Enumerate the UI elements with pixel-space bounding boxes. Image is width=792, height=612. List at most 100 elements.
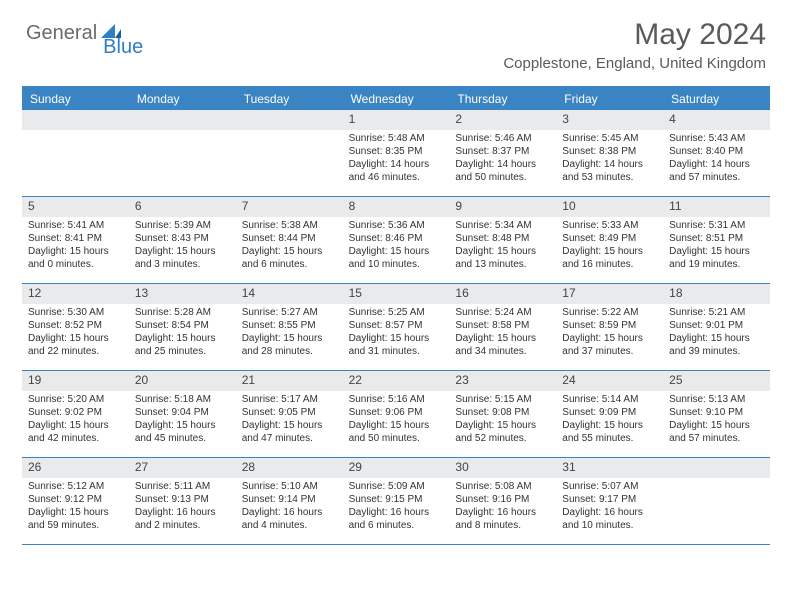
day-details: Sunrise: 5:28 AMSunset: 8:54 PMDaylight:…: [133, 306, 232, 358]
day-number: 15: [343, 284, 450, 304]
weeks-container: 1Sunrise: 5:48 AMSunset: 8:35 PMDaylight…: [22, 110, 770, 545]
day-details: Sunrise: 5:24 AMSunset: 8:58 PMDaylight:…: [453, 306, 552, 358]
day-number: 24: [556, 371, 663, 391]
day-cell: [663, 458, 770, 544]
location-text: Copplestone, England, United Kingdom: [503, 55, 766, 72]
day-details: Sunrise: 5:14 AMSunset: 9:09 PMDaylight:…: [560, 393, 659, 445]
day-cell: 8Sunrise: 5:36 AMSunset: 8:46 PMDaylight…: [343, 197, 450, 283]
day-cell: 9Sunrise: 5:34 AMSunset: 8:48 PMDaylight…: [449, 197, 556, 283]
brand-logo: General Blue: [26, 18, 143, 45]
day-number: 11: [663, 197, 770, 217]
day-cell: 19Sunrise: 5:20 AMSunset: 9:02 PMDayligh…: [22, 371, 129, 457]
day-details: Sunrise: 5:31 AMSunset: 8:51 PMDaylight:…: [667, 219, 766, 271]
day-number-empty: [236, 110, 343, 130]
day-number: 30: [449, 458, 556, 478]
day-details: Sunrise: 5:41 AMSunset: 8:41 PMDaylight:…: [26, 219, 125, 271]
brand-text-gray: General: [26, 22, 97, 45]
day-details: Sunrise: 5:48 AMSunset: 8:35 PMDaylight:…: [347, 132, 446, 184]
day-cell: 12Sunrise: 5:30 AMSunset: 8:52 PMDayligh…: [22, 284, 129, 370]
day-cell: 18Sunrise: 5:21 AMSunset: 9:01 PMDayligh…: [663, 284, 770, 370]
day-number: 28: [236, 458, 343, 478]
day-number: 4: [663, 110, 770, 130]
day-number: 12: [22, 284, 129, 304]
day-cell: 2Sunrise: 5:46 AMSunset: 8:37 PMDaylight…: [449, 110, 556, 196]
day-cell: 3Sunrise: 5:45 AMSunset: 8:38 PMDaylight…: [556, 110, 663, 196]
day-number: 21: [236, 371, 343, 391]
day-number: 10: [556, 197, 663, 217]
day-details: Sunrise: 5:18 AMSunset: 9:04 PMDaylight:…: [133, 393, 232, 445]
day-number: 6: [129, 197, 236, 217]
day-cell: 1Sunrise: 5:48 AMSunset: 8:35 PMDaylight…: [343, 110, 450, 196]
day-number: 1: [343, 110, 450, 130]
day-cell: 6Sunrise: 5:39 AMSunset: 8:43 PMDaylight…: [129, 197, 236, 283]
dow-cell: Friday: [556, 88, 663, 110]
day-details: Sunrise: 5:08 AMSunset: 9:16 PMDaylight:…: [453, 480, 552, 532]
day-details: Sunrise: 5:36 AMSunset: 8:46 PMDaylight:…: [347, 219, 446, 271]
day-details: Sunrise: 5:43 AMSunset: 8:40 PMDaylight:…: [667, 132, 766, 184]
dow-cell: Thursday: [449, 88, 556, 110]
day-number: 2: [449, 110, 556, 130]
month-title: May 2024: [503, 18, 766, 51]
day-cell: 27Sunrise: 5:11 AMSunset: 9:13 PMDayligh…: [129, 458, 236, 544]
day-number: 13: [129, 284, 236, 304]
week-row: 12Sunrise: 5:30 AMSunset: 8:52 PMDayligh…: [22, 284, 770, 371]
brand-text-blue: Blue: [103, 36, 143, 59]
day-details: Sunrise: 5:39 AMSunset: 8:43 PMDaylight:…: [133, 219, 232, 271]
title-block: May 2024 Copplestone, England, United Ki…: [503, 18, 766, 72]
day-cell: 30Sunrise: 5:08 AMSunset: 9:16 PMDayligh…: [449, 458, 556, 544]
day-number: 20: [129, 371, 236, 391]
day-number: 7: [236, 197, 343, 217]
day-number: 3: [556, 110, 663, 130]
day-cell: 10Sunrise: 5:33 AMSunset: 8:49 PMDayligh…: [556, 197, 663, 283]
day-cell: 11Sunrise: 5:31 AMSunset: 8:51 PMDayligh…: [663, 197, 770, 283]
dow-cell: Wednesday: [343, 88, 450, 110]
day-details: Sunrise: 5:21 AMSunset: 9:01 PMDaylight:…: [667, 306, 766, 358]
day-number: 23: [449, 371, 556, 391]
day-cell: 22Sunrise: 5:16 AMSunset: 9:06 PMDayligh…: [343, 371, 450, 457]
day-details: Sunrise: 5:45 AMSunset: 8:38 PMDaylight:…: [560, 132, 659, 184]
dow-cell: Monday: [129, 88, 236, 110]
day-number: 9: [449, 197, 556, 217]
day-details: Sunrise: 5:12 AMSunset: 9:12 PMDaylight:…: [26, 480, 125, 532]
day-cell: 7Sunrise: 5:38 AMSunset: 8:44 PMDaylight…: [236, 197, 343, 283]
day-cell: 5Sunrise: 5:41 AMSunset: 8:41 PMDaylight…: [22, 197, 129, 283]
day-details: Sunrise: 5:17 AMSunset: 9:05 PMDaylight:…: [240, 393, 339, 445]
dow-cell: Tuesday: [236, 88, 343, 110]
day-cell: 4Sunrise: 5:43 AMSunset: 8:40 PMDaylight…: [663, 110, 770, 196]
day-details: Sunrise: 5:30 AMSunset: 8:52 PMDaylight:…: [26, 306, 125, 358]
day-details: Sunrise: 5:20 AMSunset: 9:02 PMDaylight:…: [26, 393, 125, 445]
dow-cell: Sunday: [22, 88, 129, 110]
day-number: 14: [236, 284, 343, 304]
day-cell: 23Sunrise: 5:15 AMSunset: 9:08 PMDayligh…: [449, 371, 556, 457]
day-cell: 17Sunrise: 5:22 AMSunset: 8:59 PMDayligh…: [556, 284, 663, 370]
day-details: Sunrise: 5:16 AMSunset: 9:06 PMDaylight:…: [347, 393, 446, 445]
day-cell: 21Sunrise: 5:17 AMSunset: 9:05 PMDayligh…: [236, 371, 343, 457]
day-number: 31: [556, 458, 663, 478]
week-row: 1Sunrise: 5:48 AMSunset: 8:35 PMDaylight…: [22, 110, 770, 197]
day-number: 26: [22, 458, 129, 478]
dow-cell: Saturday: [663, 88, 770, 110]
day-cell: 25Sunrise: 5:13 AMSunset: 9:10 PMDayligh…: [663, 371, 770, 457]
day-cell: [236, 110, 343, 196]
day-details: Sunrise: 5:07 AMSunset: 9:17 PMDaylight:…: [560, 480, 659, 532]
day-number: 8: [343, 197, 450, 217]
day-details: Sunrise: 5:46 AMSunset: 8:37 PMDaylight:…: [453, 132, 552, 184]
header: General Blue May 2024 Copplestone, Engla…: [0, 0, 792, 78]
day-details: Sunrise: 5:38 AMSunset: 8:44 PMDaylight:…: [240, 219, 339, 271]
day-details: Sunrise: 5:22 AMSunset: 8:59 PMDaylight:…: [560, 306, 659, 358]
day-cell: 14Sunrise: 5:27 AMSunset: 8:55 PMDayligh…: [236, 284, 343, 370]
day-number-empty: [129, 110, 236, 130]
week-row: 19Sunrise: 5:20 AMSunset: 9:02 PMDayligh…: [22, 371, 770, 458]
day-cell: 24Sunrise: 5:14 AMSunset: 9:09 PMDayligh…: [556, 371, 663, 457]
day-number: 19: [22, 371, 129, 391]
day-number: 17: [556, 284, 663, 304]
day-details: Sunrise: 5:33 AMSunset: 8:49 PMDaylight:…: [560, 219, 659, 271]
day-number-empty: [22, 110, 129, 130]
day-cell: [22, 110, 129, 196]
day-cell: 13Sunrise: 5:28 AMSunset: 8:54 PMDayligh…: [129, 284, 236, 370]
day-details: Sunrise: 5:27 AMSunset: 8:55 PMDaylight:…: [240, 306, 339, 358]
day-details: Sunrise: 5:25 AMSunset: 8:57 PMDaylight:…: [347, 306, 446, 358]
week-row: 26Sunrise: 5:12 AMSunset: 9:12 PMDayligh…: [22, 458, 770, 545]
week-row: 5Sunrise: 5:41 AMSunset: 8:41 PMDaylight…: [22, 197, 770, 284]
day-details: Sunrise: 5:11 AMSunset: 9:13 PMDaylight:…: [133, 480, 232, 532]
